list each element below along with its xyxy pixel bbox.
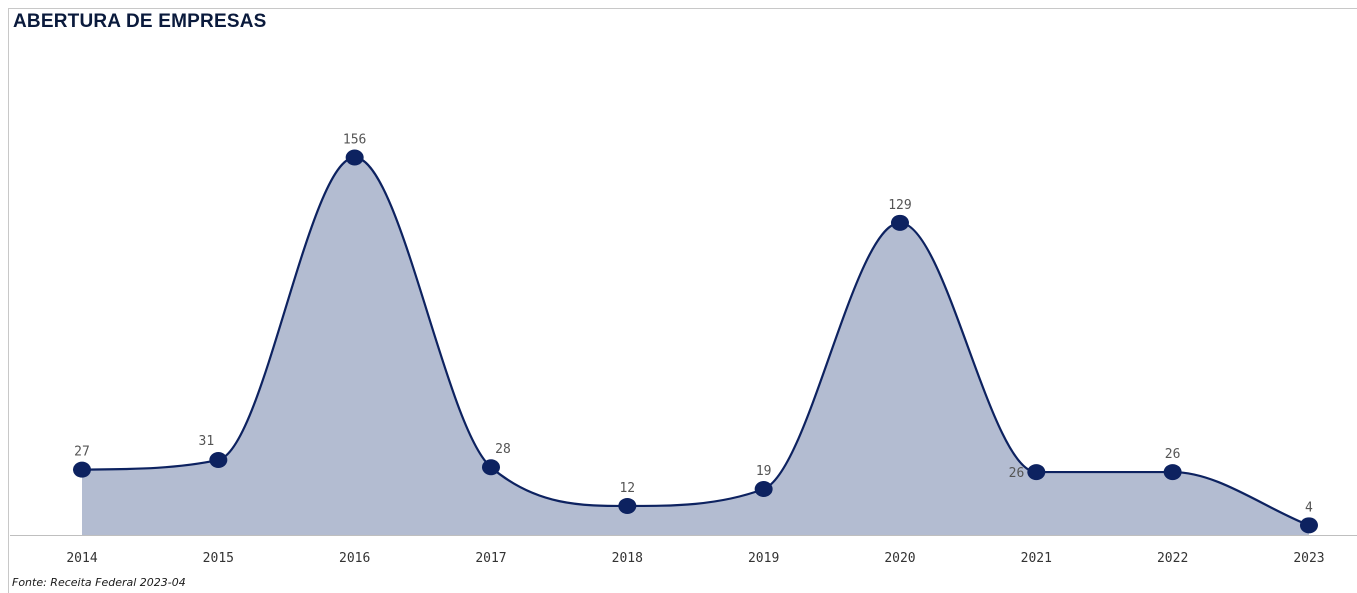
x-tick-2017: 2017 bbox=[475, 551, 506, 566]
x-tick-2019: 2019 bbox=[748, 551, 779, 566]
x-tick-2016: 2016 bbox=[339, 551, 370, 566]
data-label-2014: 27 bbox=[74, 445, 90, 460]
x-tick-2021: 2021 bbox=[1021, 551, 1052, 566]
data-label-2022: 26 bbox=[1165, 447, 1181, 462]
x-tick-labels: 2014 2015 2016 2017 2018 2019 2020 2021 2022 2023 bbox=[66, 551, 1324, 566]
data-point-2016 bbox=[345, 149, 364, 166]
x-tick-2014: 2014 bbox=[66, 551, 97, 566]
series-line bbox=[81, 156, 1310, 527]
x-tick-2015: 2015 bbox=[203, 551, 234, 566]
data-point-2014 bbox=[73, 461, 91, 478]
data-label-2019: 19 bbox=[756, 464, 772, 479]
data-labels: 27 31 156 28 12 19 129 26 26 4 bbox=[74, 132, 1313, 515]
data-point-2017 bbox=[481, 459, 500, 476]
chart-frame bbox=[8, 8, 1357, 593]
source-note: Fonte: Receita Federal 2023-04 bbox=[12, 576, 186, 589]
data-label-2023: 4 bbox=[1305, 500, 1313, 515]
data-point-2018 bbox=[618, 497, 637, 514]
data-label-2015: 31 bbox=[199, 434, 215, 449]
data-label-2017: 28 bbox=[495, 442, 511, 457]
area-fill bbox=[82, 157, 1309, 536]
data-label-2021: 26 bbox=[1009, 466, 1025, 481]
data-points bbox=[73, 149, 1318, 534]
data-point-2015 bbox=[209, 451, 228, 468]
data-point-2019 bbox=[754, 481, 773, 498]
data-label-2018: 12 bbox=[619, 481, 635, 496]
x-tick-2023: 2023 bbox=[1293, 551, 1324, 566]
x-tick-2020: 2020 bbox=[884, 551, 915, 566]
x-tick-2018: 2018 bbox=[612, 551, 643, 566]
data-point-2021 bbox=[1027, 464, 1046, 481]
x-tick-2022: 2022 bbox=[1157, 551, 1188, 566]
data-label-2016: 156 bbox=[343, 132, 366, 147]
data-point-2020 bbox=[890, 214, 909, 231]
data-label-2020: 129 bbox=[888, 198, 911, 213]
chart-title: ABERTURA DE EMPRESAS bbox=[13, 11, 267, 32]
data-point-2022 bbox=[1163, 464, 1182, 481]
data-point-2023 bbox=[1299, 517, 1318, 534]
